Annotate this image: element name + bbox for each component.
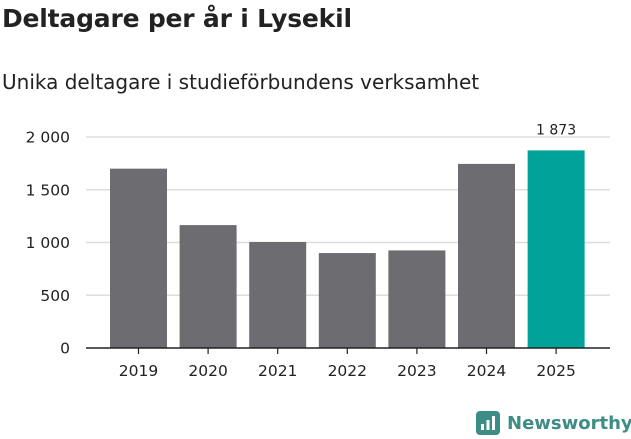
- chart-subtitle: Unika deltagare i studieförbundens verks…: [2, 70, 480, 94]
- newsworthy-logo-icon: [476, 411, 500, 435]
- y-tick-label: 0: [60, 340, 70, 358]
- x-tick-label: 2022: [328, 362, 367, 380]
- bar-2020: [179, 225, 237, 348]
- x-tick-label: 2021: [258, 362, 297, 380]
- chart-title: Deltagare per år i Lysekil: [2, 4, 352, 33]
- data-label: 1 873: [536, 122, 576, 138]
- y-tick-label: 1 500: [26, 181, 70, 199]
- newsworthy-logo: Newsworthy: [476, 408, 631, 438]
- bar-2025: [527, 150, 585, 348]
- newsworthy-logo-text: Newsworthy: [507, 412, 631, 434]
- bar-2022: [318, 253, 376, 348]
- y-tick-label: 2 000: [26, 129, 70, 147]
- y-tick-label: 1 000: [26, 234, 70, 252]
- x-tick-label: 2024: [467, 362, 506, 380]
- bar-2023: [388, 250, 446, 348]
- bar-2024: [458, 163, 515, 348]
- x-tick-label: 2025: [536, 362, 575, 380]
- y-tick-label: 500: [40, 287, 70, 305]
- x-tick-label: 2023: [397, 362, 436, 380]
- bar-2019: [110, 168, 167, 348]
- x-tick-label: 2019: [119, 362, 158, 380]
- bar-2021: [249, 241, 307, 348]
- x-tick-label: 2020: [188, 362, 227, 380]
